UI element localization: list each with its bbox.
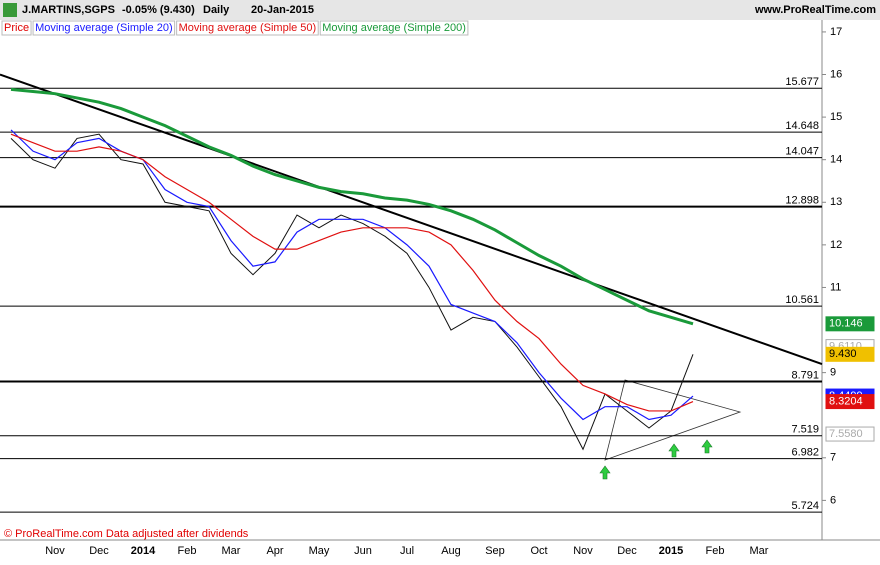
symbol: J.MARTINS,SGPS — [22, 4, 115, 16]
level-label: 5.724 — [791, 500, 819, 512]
price-tag-label: 8.3204 — [829, 395, 863, 407]
x-tick-label: 2015 — [659, 545, 683, 557]
level-label: 12.898 — [785, 195, 819, 207]
y-tick-label: 14 — [830, 154, 842, 166]
level-label: 14.047 — [785, 146, 819, 158]
price-tag — [825, 426, 875, 442]
legend-entry: Price — [4, 22, 29, 34]
y-tick-label: 7 — [830, 452, 836, 464]
x-tick-label: Mar — [750, 545, 769, 557]
level-label: 15.677 — [785, 76, 819, 88]
legend-box — [176, 20, 319, 36]
x-tick-label: Jul — [400, 545, 414, 557]
trend-line — [0, 73, 823, 366]
y-tick-label: 12 — [830, 239, 842, 251]
y-tick-label: 13 — [830, 196, 842, 208]
x-tick-label: Dec — [89, 545, 109, 557]
logo — [3, 3, 17, 17]
level-label: 7.519 — [791, 424, 819, 436]
x-tick-label: Nov — [573, 545, 593, 557]
series-line — [10, 133, 694, 412]
change: -0.05% (9.430) — [122, 4, 195, 16]
x-tick-label: Nov — [45, 545, 65, 557]
legend-entry: Moving average (Simple 50) — [179, 22, 317, 34]
legend: Price Moving average (Simple 20) Moving av… — [1, 20, 469, 36]
x-tick-label: Dec — [617, 545, 637, 557]
price-tag-label: 7.5580 — [829, 428, 863, 440]
y-tick-label: 9 — [830, 367, 836, 379]
x-tick-label: Sep — [485, 545, 505, 557]
x-tick-label: Jun — [354, 545, 372, 557]
site: www.ProRealTime.com — [754, 4, 876, 16]
y-tick-label: 6 — [830, 494, 836, 506]
up-arrow — [701, 439, 713, 454]
price-tag — [825, 316, 875, 332]
legend-entry: Moving average (Simple 200) — [322, 22, 466, 34]
x-tick-label: Oct — [530, 545, 547, 557]
legend-entry: Moving average (Simple 20) — [35, 22, 173, 34]
y-tick-label: 11 — [830, 281, 841, 293]
arrows — [599, 439, 713, 480]
legend-box — [32, 20, 176, 36]
price-tag — [825, 346, 875, 362]
x-tick-label: Mar — [222, 545, 241, 557]
up-arrow — [668, 443, 680, 458]
x-tick-label: Feb — [178, 545, 197, 557]
y-tick-label: 16 — [830, 68, 842, 80]
x-tick-label: Feb — [706, 545, 725, 557]
footer: © ProRealTime.com Data adjusted after di… — [4, 528, 249, 540]
y-tick-label: 15 — [830, 111, 842, 123]
date: 20-Jan-2015 — [251, 4, 314, 16]
price-tag-label: 9.430 — [829, 348, 857, 360]
price-tag-label: 10.146 — [829, 318, 863, 330]
level-label: 8.791 — [791, 369, 819, 381]
x-tick-label: 2014 — [131, 545, 156, 557]
x-tick-label: Aug — [441, 545, 461, 557]
level-label: 6.982 — [791, 446, 819, 458]
y-tick-label: 17 — [830, 26, 842, 38]
legend-box — [1, 20, 32, 36]
up-arrow — [599, 465, 611, 480]
price-tag — [825, 394, 875, 410]
series-line — [10, 87, 694, 326]
level-label: 14.648 — [785, 120, 819, 132]
header-bar — [0, 0, 880, 20]
legend-box — [319, 20, 469, 36]
level-label: 10.561 — [785, 294, 819, 306]
period: Daily — [203, 4, 230, 16]
x-tick-label: Apr — [266, 545, 283, 557]
x-tick-label: May — [309, 545, 330, 557]
